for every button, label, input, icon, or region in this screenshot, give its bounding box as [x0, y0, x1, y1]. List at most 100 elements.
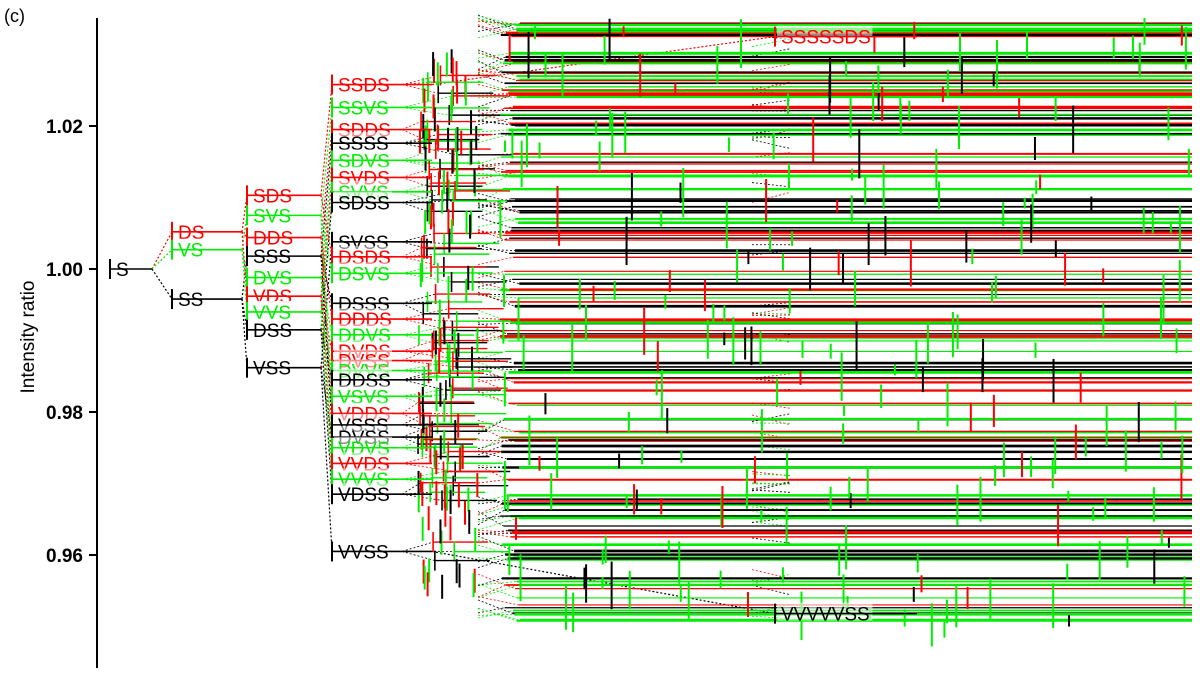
- tree-node: DS: [171, 220, 242, 244]
- branch-line: [477, 581, 517, 586]
- tree-node: VSS: [246, 356, 321, 380]
- node-label-bg: [334, 368, 392, 387]
- tree-node: SS: [171, 288, 242, 311]
- branch-line: [751, 192, 791, 203]
- branch-line: [477, 218, 516, 228]
- branch-line: [320, 296, 333, 352]
- branch-line: [751, 307, 791, 315]
- branch-line: [477, 425, 502, 439]
- branch-line: [477, 279, 513, 288]
- branch-line: [477, 498, 518, 505]
- node-label: DSVS: [338, 264, 390, 285]
- tree-node: SDSS: [331, 191, 432, 215]
- branch-line: [401, 121, 422, 130]
- branch-line: [477, 309, 511, 323]
- branch-line: [477, 282, 510, 290]
- branch-line: [401, 348, 433, 361]
- branch-line: [401, 360, 453, 371]
- branch-line: [401, 302, 424, 315]
- node-label-bg: [174, 220, 207, 239]
- tree-node: SSSSSDS: [774, 25, 917, 49]
- node-label-bg: [249, 245, 295, 264]
- branch-line: [401, 372, 429, 381]
- branch-line: [477, 291, 515, 307]
- branch-line: [477, 511, 504, 527]
- y-tick-label: 1.00: [46, 260, 83, 281]
- branch-line: [477, 49, 506, 61]
- tree-node: SVS: [246, 204, 321, 227]
- branch-line: [477, 244, 510, 254]
- branch-line: [320, 215, 333, 274]
- branch-line: [401, 379, 446, 391]
- branch-line: [477, 479, 507, 484]
- branch-line: [477, 51, 504, 64]
- branch-line: [477, 23, 520, 32]
- node-label: SSSSSDS: [781, 28, 871, 49]
- node-label-bg: [777, 602, 873, 621]
- node-label-bg: [334, 292, 392, 311]
- node-label-bg: [174, 288, 207, 307]
- branch-line: [751, 136, 791, 138]
- tree-node: VVVVVSS: [774, 602, 917, 626]
- y-tick-label: 0.96: [46, 546, 83, 567]
- branch-line: [477, 330, 501, 339]
- node-label: DDS: [253, 229, 293, 250]
- branch-line: [151, 231, 173, 270]
- branch-line: [477, 18, 519, 32]
- node-label-bg: [334, 118, 392, 137]
- branch-line: [477, 94, 514, 108]
- branch-line: [477, 337, 505, 343]
- branch-line: [401, 471, 444, 480]
- branch-line: [320, 237, 333, 414]
- branch-line: [477, 134, 509, 143]
- branch-line: [477, 608, 520, 621]
- branch-line: [241, 298, 248, 368]
- branch-line: [477, 68, 517, 81]
- node-label-bg: [334, 73, 392, 92]
- node-label-bg: [334, 436, 392, 455]
- branch-line: [477, 573, 516, 589]
- branch-line: [320, 195, 333, 257]
- branch-line: [751, 48, 791, 57]
- branch-line: [477, 287, 501, 291]
- branch-line: [401, 190, 456, 203]
- branch-line: [751, 312, 791, 320]
- node-label-bg: [334, 452, 392, 471]
- branch-line: [477, 529, 509, 535]
- branch-line: [477, 84, 503, 91]
- branch-line: [477, 117, 513, 126]
- branch-line: [401, 401, 420, 414]
- branch-line: [751, 473, 791, 476]
- branch-line: [477, 20, 519, 25]
- branch-line: [751, 99, 791, 106]
- branch-line: [477, 273, 520, 285]
- branch-line: [477, 437, 502, 453]
- node-label: VVS: [253, 303, 291, 324]
- branch-line: [241, 231, 248, 238]
- branch-line: [401, 436, 424, 440]
- node-label-bg: [249, 266, 295, 285]
- branch-line: [751, 569, 791, 579]
- branch-line: [477, 207, 519, 224]
- branch-line: [477, 25, 502, 36]
- node-label-bg: [249, 204, 295, 223]
- branch-line: [320, 191, 333, 312]
- branch-line: [477, 52, 510, 59]
- branch-line: [751, 413, 791, 422]
- node-label: SSDS: [338, 76, 390, 97]
- node-label: SS: [178, 290, 203, 311]
- tree-node: S: [109, 258, 152, 281]
- node-label-bg: [112, 258, 133, 276]
- branch-line: [477, 418, 504, 433]
- node-label: S: [116, 260, 129, 281]
- branch-line: [477, 390, 507, 393]
- branch-line: [477, 335, 501, 341]
- branch-line: [751, 314, 791, 317]
- branch-line: [477, 14, 518, 31]
- branch-line: [751, 537, 791, 544]
- branch-line: [401, 426, 430, 438]
- branch-line: [751, 489, 791, 493]
- branch-line: [401, 293, 436, 304]
- branch-line: [751, 182, 791, 188]
- deep-level-lines: [417, 18, 1192, 647]
